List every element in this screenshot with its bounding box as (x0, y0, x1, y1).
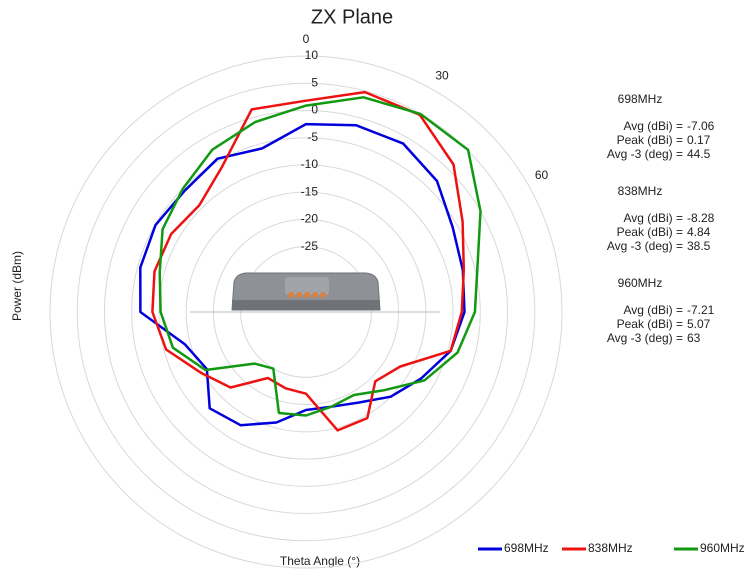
r-tick-label: 0 (311, 103, 318, 117)
stats-panel: 698MHz Avg (dBi) = -7.06 Peak (dBi) = 0.17 Av… (607, 92, 715, 345)
series-line (151, 90, 466, 432)
theta-tick-label: 30 (435, 69, 449, 83)
stats-value: 5.07 (687, 317, 711, 331)
stats-label: Peak (dBi) = (617, 317, 683, 331)
stats-label: Avg (dBi) = (624, 303, 683, 317)
stats-label: Peak (dBi) = (617, 133, 683, 147)
stats-value: 4.84 (687, 225, 711, 239)
stats-value: 44.5 (687, 147, 711, 161)
r-tick-label: -20 (301, 212, 319, 226)
r-tick-label: 10 (305, 48, 319, 62)
plot (139, 90, 482, 432)
grid-ring (158, 164, 454, 460)
grid-ring (131, 137, 481, 487)
stats-label: Peak (dBi) = (617, 225, 683, 239)
stats-label: Avg -3 (deg) = (607, 331, 683, 345)
stats-value: 38.5 (687, 239, 711, 253)
stats-value: -7.21 (687, 303, 715, 317)
stats-value: 63 (687, 331, 701, 345)
stats-value: -7.06 (687, 119, 715, 133)
grid-ring (103, 109, 509, 515)
r-tick-label: -5 (307, 130, 318, 144)
r-tick-label: -10 (301, 157, 319, 171)
series-line (139, 122, 466, 427)
stats-label: Avg -3 (deg) = (607, 239, 683, 253)
chart-title: ZX Plane (311, 6, 393, 28)
stats-title: 838MHz (618, 184, 663, 198)
stats-value: 0.17 (687, 133, 711, 147)
grid-ring (49, 55, 563, 569)
stats-title: 960MHz (618, 276, 663, 290)
legend: 698MHz 838MHz 960MHz (478, 541, 745, 555)
r-tick-label: -15 (301, 184, 319, 198)
r-tick-label: -25 (301, 239, 319, 253)
theta-tick-label: 0 (303, 32, 310, 46)
stats-label: Avg (dBi) = (624, 119, 683, 133)
y-axis-title: Power (dBm) (10, 251, 24, 321)
series-line (158, 96, 482, 417)
stats-label: Avg -3 (deg) = (607, 147, 683, 161)
legend-label: 698MHz (504, 541, 549, 555)
legend-label: 838MHz (588, 541, 633, 555)
stats-value: -8.28 (687, 211, 715, 225)
r-tick-label: 5 (311, 75, 318, 89)
stats-label: Avg (dBi) = (624, 211, 683, 225)
x-axis-title: Theta Angle (°) (280, 554, 360, 568)
grid-ring (76, 82, 536, 542)
device (231, 272, 381, 311)
stats-title: 698MHz (618, 92, 663, 106)
legend-label: 960MHz (700, 541, 745, 555)
theta-tick-label: 60 (535, 168, 549, 182)
